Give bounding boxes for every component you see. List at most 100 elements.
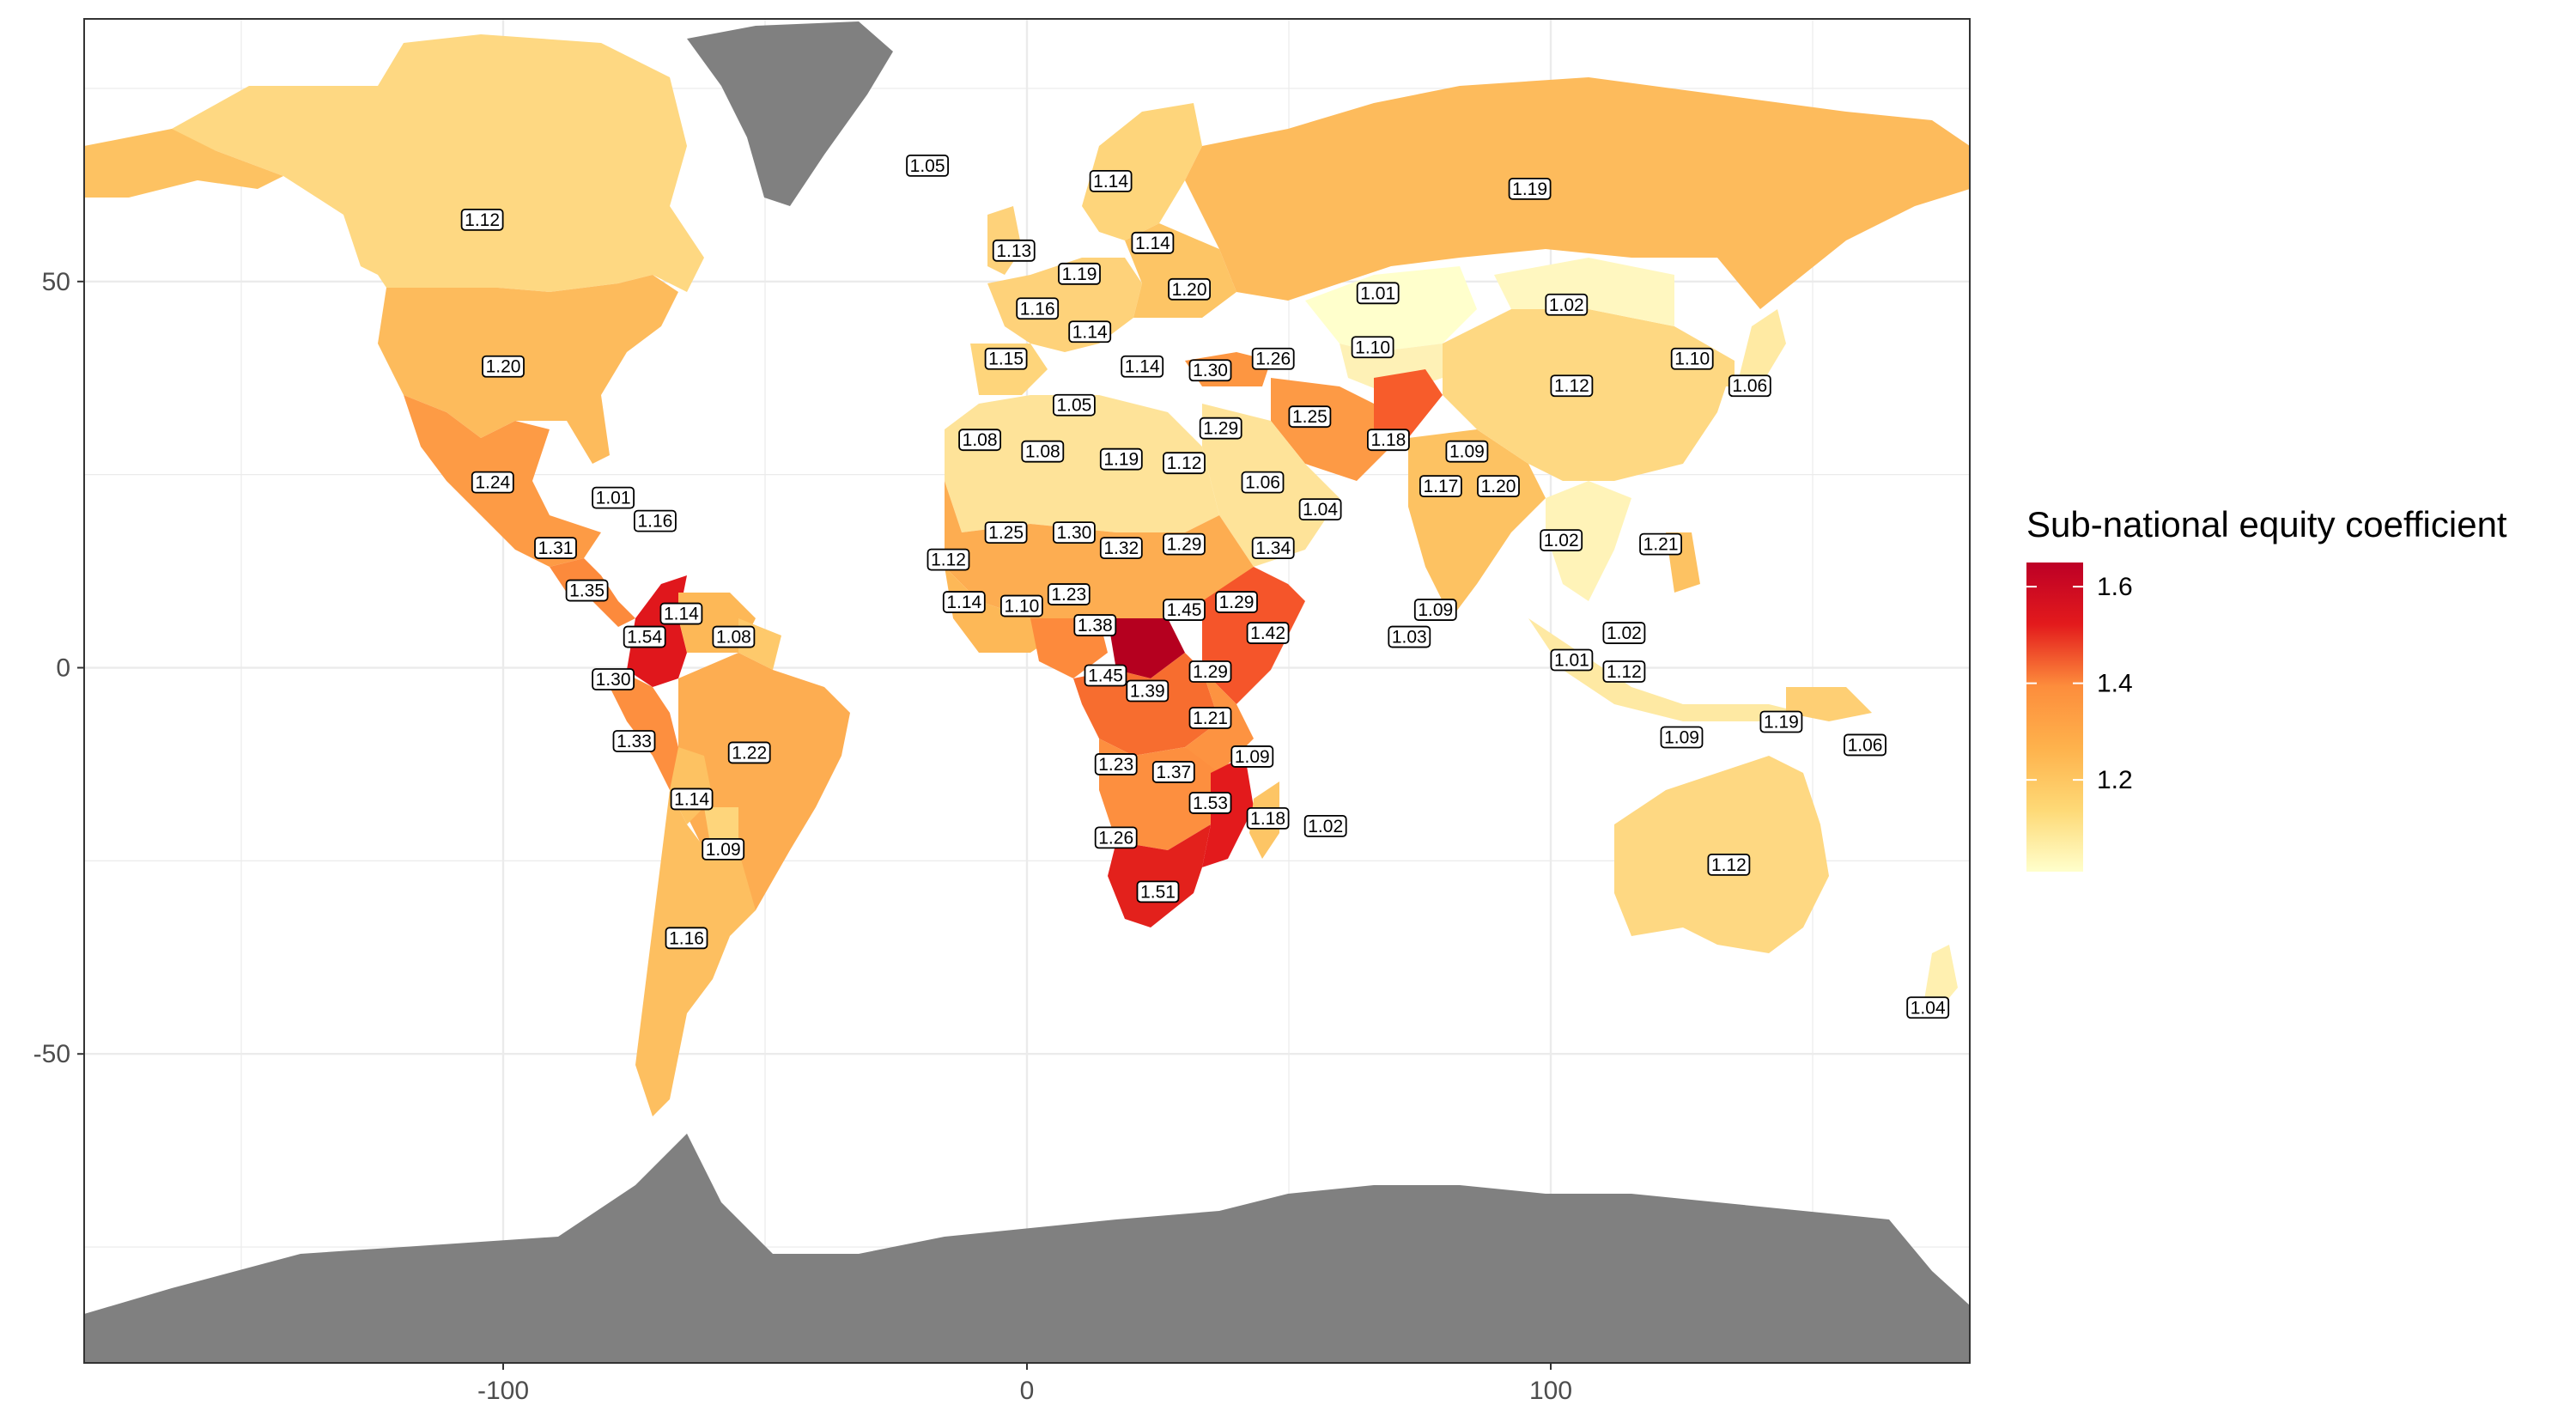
value-label-text: 1.26	[1255, 350, 1291, 369]
region-value-label: 1.34	[1251, 537, 1295, 560]
region-north-africa	[945, 395, 1219, 532]
region-value-label: 1.29	[1199, 417, 1242, 440]
value-label-box	[1151, 761, 1195, 783]
value-label-text: 1.06	[1245, 473, 1280, 493]
value-label-box	[1053, 521, 1096, 544]
region-value-label: 1.14	[1068, 320, 1112, 344]
value-label-text: 1.10	[1004, 597, 1039, 617]
value-label-box	[1215, 591, 1258, 613]
value-label-text: 1.20	[1172, 280, 1207, 300]
value-label-text: 1.29	[1219, 593, 1255, 612]
value-label-box	[942, 591, 986, 613]
value-label-text: 1.29	[1167, 535, 1202, 555]
value-label-box	[1188, 707, 1232, 729]
value-label-box	[1131, 231, 1175, 254]
value-label-text: 1.25	[1292, 407, 1327, 427]
region-value-label: 1.25	[984, 521, 1028, 544]
value-label-text: 1.14	[1093, 172, 1128, 192]
value-label-box	[1550, 374, 1594, 398]
value-label-text: 1.26	[1098, 828, 1133, 848]
y-tick-label: 50	[42, 268, 70, 296]
value-label-box	[1246, 807, 1290, 830]
value-label-box	[1906, 996, 1950, 1019]
region-value-label: 1.06	[1241, 471, 1285, 494]
x-tick-label: 0	[1020, 1377, 1035, 1405]
value-label-box	[984, 347, 1028, 370]
value-label-text: 1.02	[1607, 623, 1642, 643]
value-label-box	[1016, 297, 1060, 320]
region-value-label: 1.30	[592, 668, 635, 690]
value-label-text: 1.21	[1193, 708, 1228, 728]
value-label-text: 1.08	[963, 430, 998, 450]
region-russia	[1185, 77, 1970, 309]
region-sahel	[945, 481, 1254, 618]
value-label-text: 1.20	[1481, 477, 1516, 496]
legend-tick-label: 1.2	[2097, 766, 2133, 794]
region-value-label: 1.20	[1477, 475, 1520, 498]
region-value-label: 1.38	[1073, 614, 1117, 636]
value-label-box	[1445, 440, 1489, 463]
region-value-label: 1.25	[1288, 405, 1332, 429]
value-label-box	[1550, 648, 1594, 672]
value-label-text: 1.45	[1088, 666, 1123, 686]
region-value-label: 1.14	[942, 591, 986, 613]
value-label-text: 1.18	[1250, 809, 1285, 829]
region-southern-africa	[1108, 824, 1211, 927]
value-label-text: 1.22	[732, 743, 767, 763]
region-value-label: 1.18	[1367, 429, 1410, 452]
region-value-label: 1.08	[958, 429, 1001, 452]
value-label-text: 1.05	[1056, 396, 1091, 416]
region-value-labels: 1.121.201.241.011.161.311.351.141.54 1.08…	[460, 154, 1950, 1019]
region-value-label: 1.14	[1121, 355, 1164, 378]
value-label-text: 1.04	[1303, 500, 1338, 520]
legend-colorbar	[2026, 563, 2083, 872]
value-label-text: 1.23	[1098, 755, 1133, 775]
value-label-box	[1058, 262, 1101, 285]
region-value-label: 1.04	[1298, 498, 1342, 521]
value-label-box	[1089, 169, 1133, 192]
region-value-label: 1.08	[1021, 440, 1065, 463]
legend-tick-label: 1.4	[2097, 670, 2133, 698]
region-value-label: 1.02	[1303, 814, 1347, 837]
value-label-box	[1356, 282, 1400, 305]
value-label-box	[1508, 177, 1552, 200]
value-label-text: 1.31	[538, 538, 574, 558]
region-value-label: 1.30	[1053, 521, 1096, 544]
value-label-text: 1.23	[1051, 585, 1086, 605]
region-value-label: 1.09	[1230, 745, 1274, 768]
value-label-text: 1.09	[706, 840, 741, 860]
region-value-label: 1.09	[1445, 440, 1489, 463]
value-label-box	[1084, 664, 1127, 687]
region-value-label: 1.12	[1163, 452, 1206, 475]
value-label-text: 1.14	[1135, 234, 1170, 253]
region-value-label: 1.10	[1351, 336, 1394, 359]
value-label-box	[1602, 622, 1646, 644]
region-value-label: 1.30	[1188, 359, 1232, 382]
value-label-text: 1.02	[1308, 817, 1343, 836]
value-label-box	[1298, 498, 1342, 521]
value-label-box	[1163, 599, 1206, 621]
value-label-box	[1413, 599, 1457, 621]
region-value-label: 1.01	[1356, 282, 1400, 305]
value-label-box	[1021, 440, 1065, 463]
region-value-label: 1.13	[992, 239, 1036, 262]
value-label-text: 1.01	[1360, 283, 1395, 303]
region-value-label: 1.12	[1602, 660, 1646, 683]
region-value-label: 1.31	[534, 537, 577, 560]
value-label-box	[1073, 614, 1117, 636]
value-label-box	[1230, 745, 1274, 768]
value-label-text: 1.16	[669, 928, 704, 948]
value-label-text: 1.05	[910, 156, 945, 176]
value-label-text: 1.14	[1072, 322, 1108, 342]
legend-title: Sub-national equity coefficient	[2026, 504, 2507, 544]
region-value-label: 1.19	[1058, 262, 1101, 285]
region-se-asia	[1546, 481, 1631, 601]
value-label-box	[623, 625, 666, 648]
value-label-text: 1.37	[1156, 763, 1191, 782]
region-papua	[1786, 687, 1872, 721]
region-value-label: 1.37	[1151, 761, 1195, 783]
region-value-label: 1.12	[927, 548, 970, 571]
value-label-box	[1188, 359, 1232, 382]
y-axis: -50 0 50	[33, 268, 84, 1068]
